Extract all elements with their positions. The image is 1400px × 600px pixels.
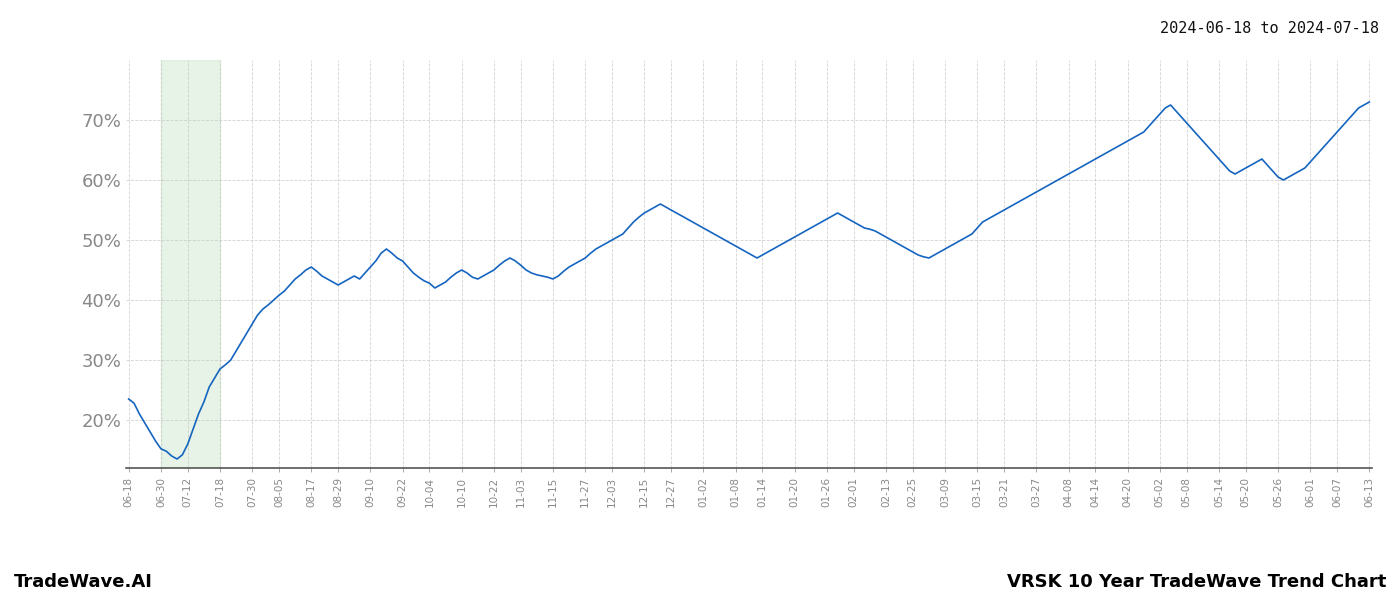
Text: 2024-06-18 to 2024-07-18: 2024-06-18 to 2024-07-18 (1161, 21, 1379, 36)
Text: VRSK 10 Year TradeWave Trend Chart: VRSK 10 Year TradeWave Trend Chart (1007, 573, 1386, 591)
Bar (161, 60, 220, 468)
Text: TradeWave.AI: TradeWave.AI (14, 573, 153, 591)
